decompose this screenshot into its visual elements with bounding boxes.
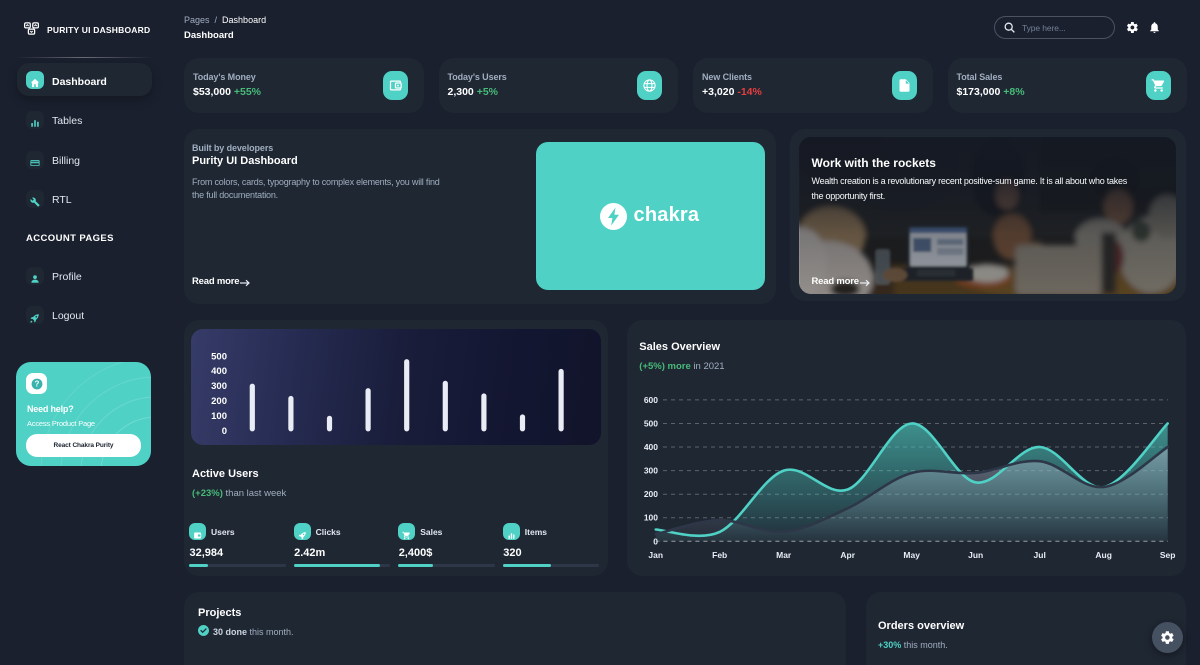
svg-text:200: 200	[644, 490, 658, 500]
svg-text:Jul: Jul	[1034, 550, 1046, 560]
svg-text:Apr: Apr	[841, 550, 856, 560]
svg-text:Jan: Jan	[649, 550, 664, 560]
svg-text:200: 200	[211, 396, 227, 407]
svg-text:Sep: Sep	[1160, 550, 1176, 560]
svg-text:Feb: Feb	[712, 550, 727, 560]
svg-text:Mar: Mar	[776, 550, 792, 560]
svg-text:400: 400	[644, 442, 658, 452]
svg-text:400: 400	[211, 367, 227, 378]
svg-text:Aug: Aug	[1096, 550, 1113, 560]
svg-text:500: 500	[644, 419, 658, 429]
svg-text:?: ?	[34, 379, 39, 388]
svg-text:0: 0	[222, 426, 227, 437]
svg-text:300: 300	[211, 381, 227, 392]
svg-text:Jun: Jun	[968, 550, 983, 560]
svg-text:May: May	[904, 550, 921, 560]
svg-text:500: 500	[211, 352, 227, 363]
svg-text:100: 100	[211, 411, 227, 422]
svg-text:100: 100	[644, 513, 658, 523]
svg-text:300: 300	[644, 466, 658, 476]
svg-text:600: 600	[644, 395, 658, 405]
